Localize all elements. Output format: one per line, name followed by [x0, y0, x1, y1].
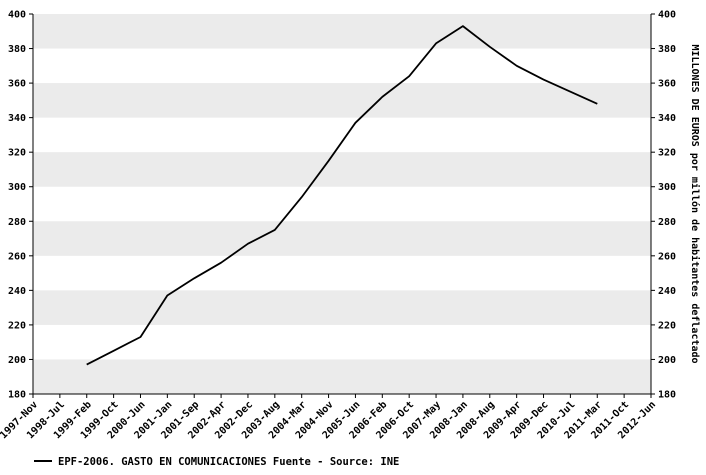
y-tick-label-right: 240 [658, 286, 676, 297]
y-tick-label-right: 180 [658, 390, 676, 401]
y-tick-label-right: 200 [658, 355, 676, 366]
y-tick-label-left: 360 [8, 79, 26, 90]
y-tick-label-right: 400 [658, 10, 676, 21]
legend-label: EPF-2006. GASTO EN COMUNICACIONES Fuente… [58, 456, 399, 468]
y-tick-label-right: 300 [658, 182, 676, 193]
y-tick-label-right: 380 [658, 44, 676, 55]
y-tick-label-right: 340 [658, 113, 676, 124]
y-tick-label-left: 320 [8, 148, 26, 159]
y-axis-right-title: MILLONES DE EUROS por millón de habitant… [689, 44, 701, 363]
plot-band [33, 221, 651, 256]
y-tick-label-left: 300 [8, 182, 26, 193]
y-tick-label-right: 260 [658, 251, 676, 262]
y-tick-label-left: 220 [8, 320, 26, 331]
y-tick-label-left: 380 [8, 44, 26, 55]
y-tick-label-left: 400 [8, 10, 26, 21]
plot-band [33, 359, 651, 394]
plot-band [33, 83, 651, 118]
y-tick-label-left: 180 [8, 390, 26, 401]
series-line [86, 25, 598, 366]
plot-band [33, 14, 651, 49]
y-tick-label-right: 320 [658, 148, 676, 159]
y-tick-label-right: 220 [658, 320, 676, 331]
y-tick-label-left: 260 [8, 251, 26, 262]
plot-band [33, 290, 651, 325]
y-tick-label-left: 280 [8, 217, 26, 228]
y-tick-label-right: 280 [658, 217, 676, 228]
y-tick-label-right: 360 [658, 79, 676, 90]
plot-band [33, 152, 651, 187]
y-tick-label-left: 200 [8, 355, 26, 366]
y-tick-label-left: 340 [8, 113, 26, 124]
y-tick-label-left: 240 [8, 286, 26, 297]
